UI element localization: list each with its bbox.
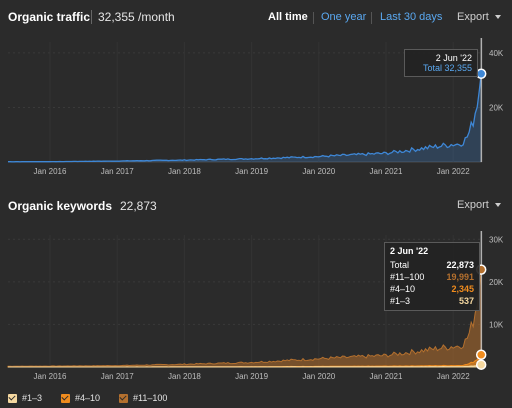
x-tick-label: Jan 2020 — [302, 167, 335, 176]
keywords-title: Organic keywords — [8, 199, 113, 213]
export-label: Export — [457, 199, 489, 211]
traffic-y-ticks: 40K 20K — [489, 49, 504, 113]
x-tick-label: Jan 2018 — [168, 167, 201, 176]
x-tick-label: Jan 2021 — [370, 372, 403, 381]
traffic-grid — [8, 38, 483, 163]
x-tick-label: Jan 2021 — [370, 167, 403, 176]
y-tick-label: 10K — [489, 320, 504, 329]
x-tick-label: Jan 2017 — [101, 167, 134, 176]
legend-item-1-3[interactable]: #1–3 — [8, 393, 42, 403]
tooltip-label: #1–3 — [390, 296, 411, 306]
keywords-x-ticks: Jan 2016 Jan 2017 Jan 2018 Jan 2019 Jan 2020… — [34, 372, 471, 381]
tooltip-total: Total 32,355 — [410, 63, 472, 73]
filter-one-year[interactable]: One year — [321, 11, 367, 23]
x-tick-label: Jan 2017 — [101, 372, 134, 381]
chevron-down-icon — [494, 203, 501, 208]
legend-label: #4–10 — [75, 393, 101, 403]
export-label: Export — [457, 11, 489, 23]
y-tick-label: 40K — [489, 49, 504, 58]
keywords-point-4-10[interactable] — [475, 349, 487, 360]
traffic-value: 32,355 /month — [98, 10, 175, 24]
tooltip-value: 22,873 — [446, 260, 474, 270]
divider — [91, 10, 92, 24]
keywords-value: 22,873 — [120, 199, 157, 213]
keywords-area-11-100 — [7, 269, 482, 368]
x-tick-label: Jan 2022 — [437, 372, 470, 381]
keywords-tooltip: 2 Jun '22 Total 22,873 #11–100 19,991 #4… — [384, 242, 480, 311]
traffic-title: Organic traffic — [8, 10, 91, 24]
keywords-export-button[interactable]: Export — [457, 199, 501, 211]
traffic-line — [8, 73, 482, 163]
tooltip-row-1-3: #1–3 537 — [390, 295, 474, 307]
tooltip-total-label: Total — [422, 63, 442, 73]
tooltip-row-total: Total 22,873 — [390, 259, 474, 271]
traffic-area — [8, 73, 482, 162]
traffic-point[interactable] — [475, 68, 487, 80]
x-tick-label: Jan 2019 — [235, 167, 268, 176]
tooltip-date: 2 Jun '22 — [390, 246, 429, 256]
checkbox-icon[interactable] — [8, 393, 17, 403]
keywords-point-1-3[interactable] — [475, 359, 487, 370]
tooltip-value: 2,345 — [451, 284, 474, 294]
checkbox-icon[interactable] — [119, 393, 128, 403]
x-tick-label: Jan 2016 — [34, 372, 67, 381]
y-tick-label: 20K — [489, 103, 504, 112]
divider — [313, 12, 314, 24]
x-tick-label: Jan 2022 — [437, 167, 470, 176]
traffic-x-ticks: Jan 2016 Jan 2017 Jan 2018 Jan 2019 Jan 2020… — [34, 167, 471, 176]
tooltip-value: 537 — [458, 296, 474, 306]
tooltip-value: 19,991 — [446, 272, 474, 282]
chevron-down-icon — [494, 15, 501, 20]
tooltip-label: #4–10 — [390, 284, 416, 294]
checkbox-icon[interactable] — [61, 393, 70, 403]
filter-last-30-days[interactable]: Last 30 days — [380, 11, 443, 23]
tooltip-row-4-10: #4–10 2,345 — [390, 283, 474, 295]
keywords-y-ticks: 30K 20K 10K — [489, 235, 504, 329]
keywords-area-1-3 — [8, 364, 482, 368]
divider — [371, 12, 372, 24]
tooltip-row-11-100: #11–100 19,991 — [390, 271, 474, 283]
tooltip-total-value: 32,355 — [444, 63, 472, 73]
filter-all-time[interactable]: All time — [268, 11, 308, 23]
tooltip-label: #11–100 — [390, 272, 425, 282]
x-tick-label: Jan 2020 — [302, 372, 335, 381]
traffic-export-button[interactable]: Export — [457, 11, 501, 23]
x-tick-label: Jan 2016 — [34, 167, 67, 176]
legend-item-11-100[interactable]: #11–100 — [119, 393, 167, 403]
traffic-tooltip: 2 Jun '22 Total 32,355 — [404, 49, 478, 77]
legend-label: #11–100 — [133, 393, 168, 403]
x-tick-label: Jan 2018 — [168, 372, 201, 381]
tooltip-date: 2 Jun '22 — [435, 53, 472, 63]
legend-label: #1–3 — [22, 393, 43, 403]
legend-item-4-10[interactable]: #4–10 — [61, 393, 100, 403]
tooltip-label: Total — [390, 260, 410, 270]
x-tick-label: Jan 2019 — [235, 372, 268, 381]
y-tick-label: 30K — [489, 235, 504, 244]
y-tick-label: 20K — [489, 278, 504, 287]
